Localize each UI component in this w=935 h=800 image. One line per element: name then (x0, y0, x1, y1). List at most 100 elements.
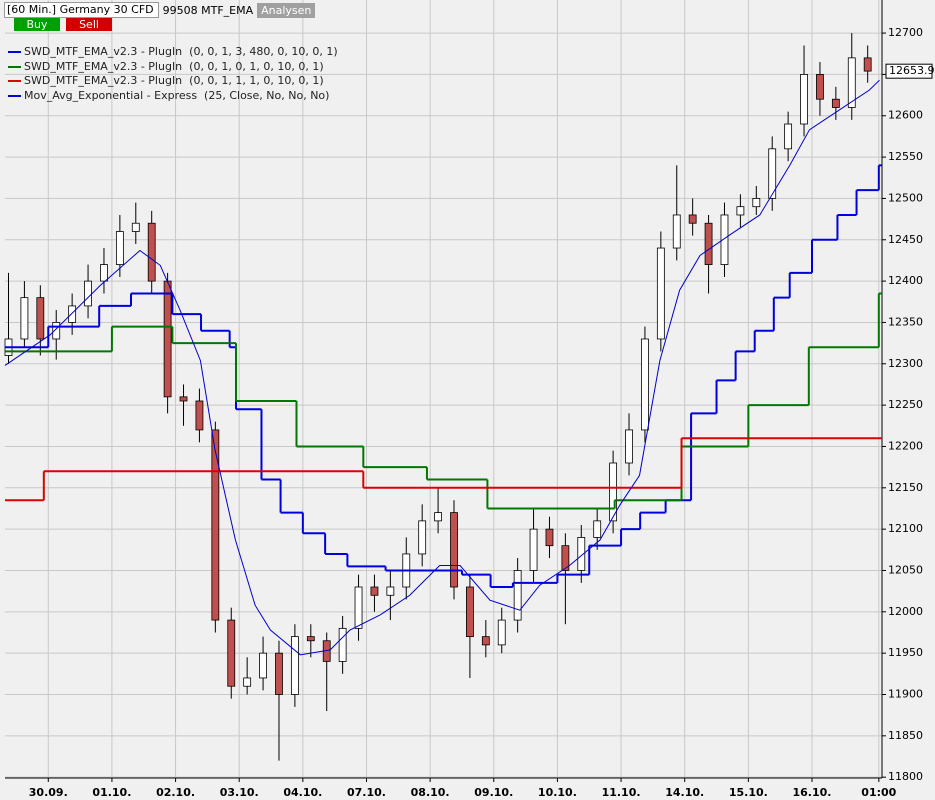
x-tick-label: 03.10. (220, 786, 259, 799)
candle-body (831, 98, 840, 108)
y-tick-label: 11800 (888, 770, 923, 783)
legend-label: SWD_MTF_EMA_v2.3 - PlugIn (0, 0, 1, 1, 1… (24, 74, 324, 87)
buy-button[interactable]: Buy (14, 18, 60, 31)
candle-body (275, 652, 283, 695)
legend-swatch (8, 94, 21, 97)
legend-label: SWD_MTF_EMA_v2.3 - PlugIn (0, 0, 1, 0, 1… (24, 59, 324, 73)
candle-body (720, 214, 729, 265)
candle-body (418, 520, 427, 555)
legend-swatch (8, 65, 21, 68)
candle-body (577, 537, 586, 571)
candle-body (259, 652, 267, 679)
order-buttons: Buy Sell (14, 18, 112, 31)
candle-body (529, 528, 538, 571)
candle-body (593, 520, 602, 538)
candle-body (736, 206, 745, 216)
strategy-label: 99508 MTF_EMA (162, 3, 254, 17)
candle-body (561, 545, 570, 571)
y-tick-label: 11900 (888, 687, 923, 700)
last-price-label: 12653.9 (889, 64, 935, 77)
candle-body (784, 123, 793, 150)
candle-body (195, 400, 204, 431)
legend-entry: SWD_MTF_EMA_v2.3 - PlugIn (0, 0, 1, 0, 1… (8, 60, 338, 75)
y-tick-label: 12550 (888, 150, 923, 163)
candle-body (704, 222, 713, 265)
x-tick-label: 10.10. (538, 786, 577, 799)
y-tick-label: 12400 (888, 274, 923, 287)
plot-area (5, 0, 882, 778)
legend-swatch (8, 80, 21, 83)
candle-body (609, 462, 618, 522)
x-tick-label: 14.10. (665, 786, 704, 799)
analysis-button[interactable]: Analysen (257, 2, 316, 18)
candle-body (847, 57, 856, 108)
y-tick-label: 11950 (888, 646, 923, 659)
legend-entry: Mov_Avg_Exponential - Express (25, Close… (8, 89, 338, 104)
candle-body (481, 636, 490, 646)
candle-body (131, 222, 140, 232)
x-tick-label: 08.10. (411, 786, 450, 799)
candle-body (497, 619, 506, 646)
candle-body (450, 512, 458, 588)
candle-body (36, 297, 45, 340)
candle-body (163, 280, 172, 398)
candle-body (656, 247, 665, 340)
legend-entry: SWD_MTF_EMA_v2.3 - PlugIn (0, 0, 1, 3, 4… (8, 45, 338, 60)
candle-body (227, 619, 236, 687)
x-tick-label: 09.10. (474, 786, 513, 799)
candle-body (386, 586, 395, 596)
legend-label: Mov_Avg_Exponential - Express (25, Close… (24, 88, 330, 102)
candle-body (354, 586, 363, 629)
candle-body (68, 305, 77, 323)
candle-body (370, 586, 379, 596)
y-tick-label: 12250 (888, 398, 923, 411)
x-tick-label: 15.10. (729, 786, 768, 799)
candle-body (179, 396, 188, 402)
x-tick-label: 01:00 (861, 786, 896, 799)
sell-button[interactable]: Sell (66, 18, 112, 31)
y-tick-label: 12450 (888, 233, 923, 246)
candle-body (641, 338, 649, 431)
candle-body (290, 636, 299, 695)
candle-body (306, 636, 315, 642)
x-tick-label: 04.10. (283, 786, 322, 799)
legend-swatch (8, 51, 21, 54)
candle-body (100, 264, 108, 282)
candle-body (863, 57, 872, 72)
instrument-label: [60 Min.] Germany 30 CFD (4, 2, 159, 18)
y-tick-label: 11850 (888, 729, 923, 742)
y-tick-label: 12200 (888, 439, 923, 452)
legend-label: SWD_MTF_EMA_v2.3 - PlugIn (0, 0, 1, 3, 4… (24, 45, 338, 58)
y-tick-label: 12150 (888, 481, 923, 494)
candle-body (752, 198, 761, 208)
candle-body (84, 280, 92, 307)
y-tick-label: 12500 (888, 191, 923, 204)
candle-body (20, 297, 29, 340)
legend-entry: SWD_MTF_EMA_v2.3 - PlugIn (0, 0, 1, 1, 1… (8, 74, 338, 89)
x-tick-label: 11.10. (602, 786, 641, 799)
x-tick-label: 01.10. (92, 786, 131, 799)
candle-body (147, 222, 156, 282)
candle-body (466, 586, 474, 638)
candle-body (688, 214, 697, 224)
candle-body (115, 231, 124, 265)
candle-body (434, 512, 442, 522)
y-tick-label: 12100 (888, 522, 923, 535)
candle-body (338, 627, 347, 662)
candle-body (513, 570, 522, 621)
candle-body (52, 322, 61, 340)
y-tick-label: 12050 (888, 563, 923, 576)
ema-line (4, 79, 880, 656)
x-tick-label: 07.10. (347, 786, 386, 799)
y-tick-label: 12600 (888, 109, 923, 122)
candle-body (816, 74, 824, 100)
y-tick-label: 12000 (888, 605, 923, 618)
y-tick-label: 12700 (888, 26, 923, 39)
candle-body (768, 148, 777, 199)
candle-body (243, 677, 252, 687)
candle-body (211, 429, 220, 621)
y-tick-label: 12350 (888, 315, 923, 328)
x-tick-label: 16.10. (793, 786, 832, 799)
